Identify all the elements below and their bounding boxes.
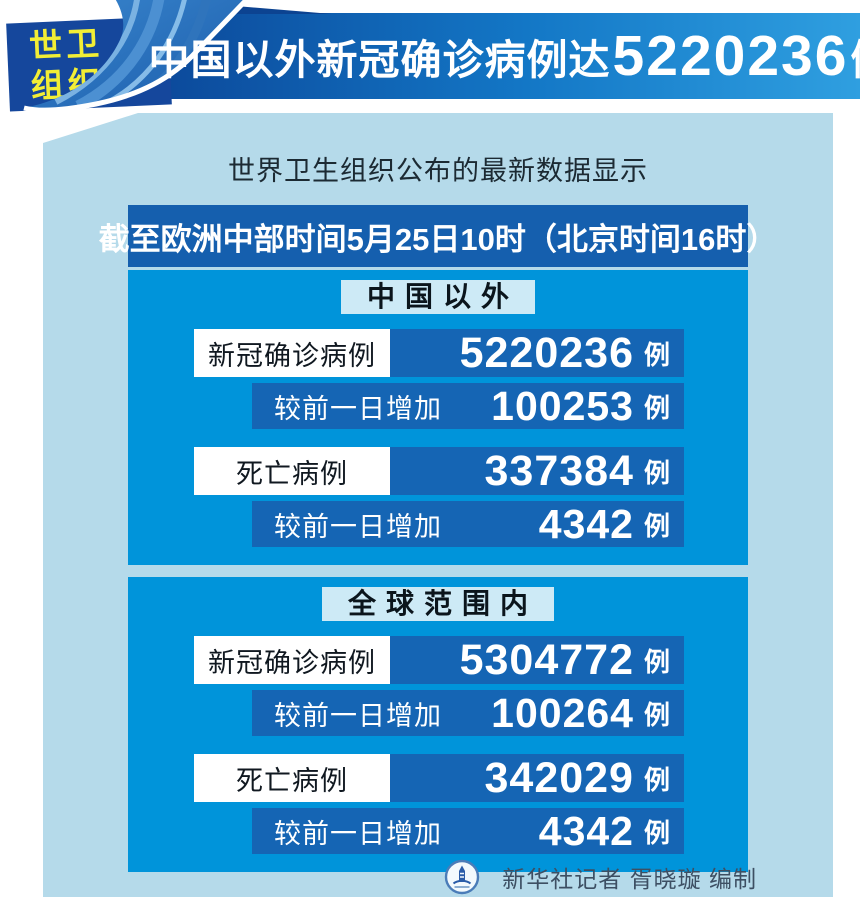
panel-outside-china: 中国以外 新冠确诊病例 5220236 例 较前一日增加 100253 例 死亡…: [128, 270, 748, 565]
stat-delta-label: 较前一日增加: [274, 511, 442, 542]
stat-row-deaths-delta: 较前一日增加 4342 例: [128, 501, 748, 547]
stat-unit: 例: [643, 646, 670, 677]
stat-row-confirmed: 新冠确诊病例 5220236 例: [128, 329, 748, 377]
stat-delta-band: 较前一日增加 4342 例: [252, 501, 684, 547]
panel-heading-wrap: 全球范围内: [128, 577, 748, 621]
headline-unit: 例: [850, 26, 863, 86]
stat-delta-label: 较前一日增加: [274, 700, 442, 731]
stat-delta-label: 较前一日增加: [274, 818, 442, 849]
stat-row-confirmed-delta: 较前一日增加 100264 例: [128, 690, 748, 736]
panel-heading-outside-china: 中国以外: [340, 280, 535, 314]
stat-unit: 例: [643, 764, 670, 795]
stat-label-confirmed: 新冠确诊病例: [194, 329, 390, 377]
stat-delta-unit: 例: [643, 699, 670, 730]
headline-text: 中国以外新冠确诊病例达: [148, 37, 611, 83]
stat-delta-unit: 例: [643, 510, 670, 541]
stat-delta-value: 4342: [538, 500, 634, 547]
panel-heading-worldwide: 全球范围内: [321, 587, 554, 621]
stat-value: 337384: [484, 446, 634, 495]
credit-line: 新华社记者 胥晓璇 编制: [43, 857, 833, 897]
stat-delta-band: 较前一日增加 100264 例: [252, 690, 684, 736]
stat-row-confirmed-delta: 较前一日增加 100253 例: [128, 383, 748, 429]
stat-delta-value: 100253: [491, 382, 634, 429]
stat-unit: 例: [643, 457, 670, 488]
panel-worldwide: 全球范围内 新冠确诊病例 5304772 例 较前一日增加 100264 例 死…: [128, 577, 748, 872]
stat-row-deaths: 死亡病例 342029 例: [128, 754, 748, 802]
stat-value: 5220236: [459, 328, 634, 377]
stat-label-deaths: 死亡病例: [194, 447, 390, 495]
headline-number: 5220236: [612, 24, 849, 88]
headline: 中国以外新冠确诊病例达 5220236 例: [149, 13, 863, 99]
stat-unit: 例: [643, 339, 670, 370]
credit-text: 新华社记者 胥晓璇 编制: [502, 866, 757, 892]
stat-delta-band: 较前一日增加 4342 例: [252, 808, 684, 854]
stat-value-band-deaths: 337384 例: [390, 447, 684, 495]
stat-delta-value: 100264: [491, 689, 634, 736]
panel-heading-wrap: 中国以外: [128, 270, 748, 314]
stat-value-band-confirmed: 5304772 例: [390, 636, 684, 684]
stat-value-band-deaths: 342029 例: [390, 754, 684, 802]
stat-value: 342029: [484, 753, 634, 802]
who-badge: 世卫 组织: [6, 16, 172, 112]
as-of-time-bar: 截至欧洲中部时间5月25日10时（北京时间16时）: [99, 205, 777, 267]
stat-delta-label: 较前一日增加: [274, 393, 442, 424]
stat-value: 5304772: [459, 635, 634, 684]
intro-text: 世界卫生组织公布的最新数据显示: [228, 156, 648, 186]
stat-label-deaths: 死亡病例: [194, 754, 390, 802]
stat-delta-unit: 例: [643, 817, 670, 848]
stat-row-confirmed: 新冠确诊病例 5304772 例: [128, 636, 748, 684]
stat-delta-band: 较前一日增加 100253 例: [252, 383, 684, 429]
stat-value-band-confirmed: 5220236 例: [390, 329, 684, 377]
as-of-time-text: 截至欧洲中部时间5月25日10时（北京时间16时）: [98, 221, 778, 257]
stat-delta-unit: 例: [643, 392, 670, 423]
xinhua-logo-icon: [445, 859, 480, 895]
stat-row-deaths-delta: 较前一日增加 4342 例: [128, 808, 748, 854]
stat-label-confirmed: 新冠确诊病例: [194, 636, 390, 684]
content-card: 世界卫生组织公布的最新数据显示 截至欧洲中部时间5月25日10时（北京时间16时…: [43, 113, 833, 897]
stat-delta-value: 4342: [538, 807, 634, 854]
stat-row-deaths: 死亡病例 337384 例: [128, 447, 748, 495]
